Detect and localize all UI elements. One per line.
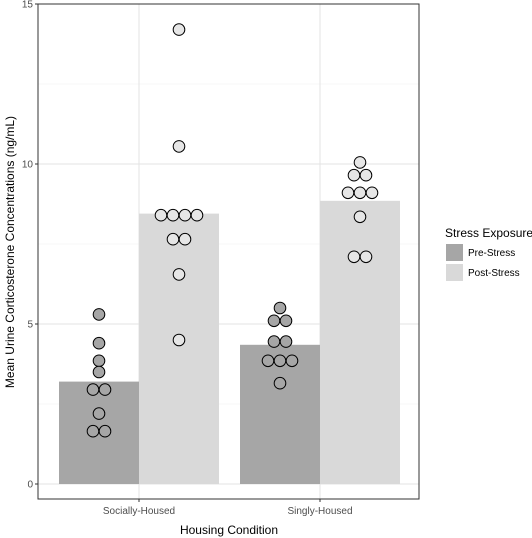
data-point bbox=[98, 424, 112, 438]
data-point bbox=[341, 186, 355, 200]
y-tick-label: 0 bbox=[27, 480, 33, 491]
bar-pre-stress-1 bbox=[240, 344, 320, 484]
data-point bbox=[86, 424, 100, 438]
data-point bbox=[178, 208, 192, 222]
y-axis-ticks: 0 5 10 15 bbox=[22, 0, 38, 491]
data-point bbox=[178, 232, 192, 246]
data-point bbox=[273, 354, 287, 368]
y-tick-label: 10 bbox=[22, 160, 34, 171]
data-point bbox=[273, 376, 287, 390]
legend-label-post-stress: Post-Stress bbox=[468, 268, 520, 279]
data-point bbox=[166, 208, 180, 222]
data-point bbox=[172, 333, 186, 347]
data-point bbox=[86, 383, 100, 396]
data-point bbox=[353, 210, 367, 224]
data-point bbox=[190, 208, 204, 222]
legend-label-pre-stress: Pre-Stress bbox=[468, 248, 515, 259]
y-tick-label: 5 bbox=[27, 320, 33, 331]
x-tick-label: Singly-Housed bbox=[287, 506, 352, 517]
data-point bbox=[273, 301, 287, 315]
x-tick-label: Socially-Housed bbox=[103, 506, 175, 517]
data-point bbox=[267, 335, 281, 348]
data-point bbox=[359, 250, 373, 264]
data-point bbox=[98, 383, 112, 396]
bar-post-stress-1 bbox=[320, 200, 400, 485]
data-point bbox=[347, 250, 361, 264]
data-point bbox=[285, 354, 299, 368]
data-point bbox=[92, 308, 106, 321]
data-point bbox=[279, 314, 293, 328]
data-point bbox=[154, 208, 168, 222]
legend-key-post-stress bbox=[446, 264, 463, 281]
data-point bbox=[172, 23, 186, 36]
data-point bbox=[92, 407, 106, 420]
data-point bbox=[347, 168, 361, 182]
y-tick-label: 15 bbox=[22, 0, 34, 11]
data-point bbox=[365, 186, 379, 200]
data-point bbox=[172, 140, 186, 153]
x-axis-ticks: Socially-Housed Singly-Housed bbox=[103, 499, 353, 517]
data-point bbox=[92, 365, 106, 379]
data-points bbox=[86, 23, 379, 438]
data-point bbox=[279, 335, 293, 348]
data-point bbox=[359, 168, 373, 182]
legend-title: Stress Exposure bbox=[445, 226, 532, 240]
legend-key-pre-stress bbox=[446, 244, 463, 261]
bar-post-stress-0 bbox=[139, 213, 219, 484]
bars bbox=[59, 200, 400, 485]
data-point bbox=[92, 336, 106, 350]
data-point bbox=[172, 268, 186, 281]
panel-border bbox=[37, 3, 420, 500]
data-point bbox=[353, 156, 367, 169]
x-axis-title: Housing Condition bbox=[180, 523, 278, 537]
data-point bbox=[267, 314, 281, 328]
data-point bbox=[92, 354, 106, 368]
data-point bbox=[353, 186, 367, 200]
data-point bbox=[261, 354, 275, 368]
legend: Stress Exposure Pre-Stress Post-Stress bbox=[445, 226, 532, 281]
y-axis-title: Mean Urine Corticosterone Concentrations… bbox=[3, 116, 17, 388]
data-point bbox=[166, 232, 180, 246]
